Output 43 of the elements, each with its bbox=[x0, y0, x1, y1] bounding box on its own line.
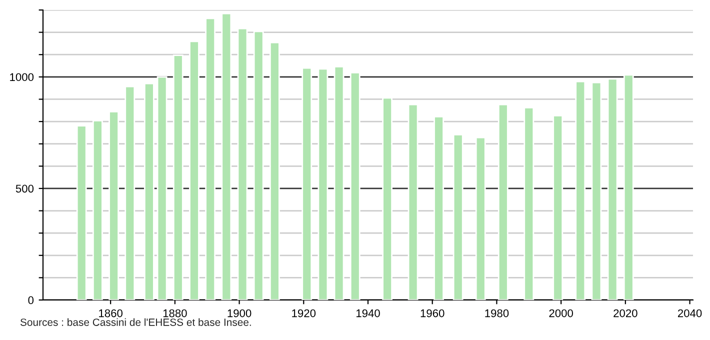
x-tick-label: 1860 bbox=[99, 309, 122, 318]
source-note: Sources : base Cassini de l'EHESS et base Insee. bbox=[20, 318, 251, 326]
bar bbox=[269, 42, 280, 300]
bar bbox=[591, 82, 602, 300]
x-tick-label: 1920 bbox=[292, 309, 316, 318]
bar bbox=[302, 67, 312, 300]
bar bbox=[498, 104, 508, 300]
x-tick-label: 1980 bbox=[485, 309, 509, 318]
x-tick-label: 2020 bbox=[614, 309, 638, 318]
bar bbox=[408, 104, 418, 300]
bar bbox=[144, 82, 154, 300]
x-tick-label: 1900 bbox=[228, 309, 252, 318]
y-tick-label: 0 bbox=[28, 296, 34, 304]
bar bbox=[172, 54, 184, 300]
bar bbox=[237, 28, 248, 300]
y-tick-label: 1000 bbox=[10, 73, 34, 82]
bar bbox=[350, 72, 360, 300]
x-tick-label: 1960 bbox=[420, 309, 444, 318]
bar bbox=[552, 115, 564, 300]
y-tick-label: 500 bbox=[16, 184, 34, 193]
bar bbox=[607, 78, 618, 300]
bar bbox=[221, 12, 232, 300]
bar bbox=[318, 68, 328, 300]
x-tick-label: 1880 bbox=[163, 309, 187, 318]
bar bbox=[475, 136, 486, 300]
bar bbox=[524, 107, 534, 300]
bar bbox=[575, 80, 586, 300]
bar bbox=[108, 111, 119, 300]
bar bbox=[205, 18, 216, 300]
bar bbox=[334, 66, 344, 300]
bar bbox=[382, 97, 393, 300]
bar bbox=[92, 120, 103, 300]
x-tick-label: 2000 bbox=[549, 309, 573, 318]
bar bbox=[452, 134, 464, 300]
bar bbox=[623, 74, 634, 300]
x-tick-label: 2040 bbox=[678, 309, 702, 318]
bar bbox=[156, 76, 168, 300]
x-tick-label: 1940 bbox=[356, 309, 380, 318]
bar bbox=[253, 30, 264, 300]
bar bbox=[76, 125, 87, 300]
bar bbox=[124, 86, 136, 300]
bar bbox=[434, 116, 444, 300]
bar bbox=[189, 40, 200, 300]
